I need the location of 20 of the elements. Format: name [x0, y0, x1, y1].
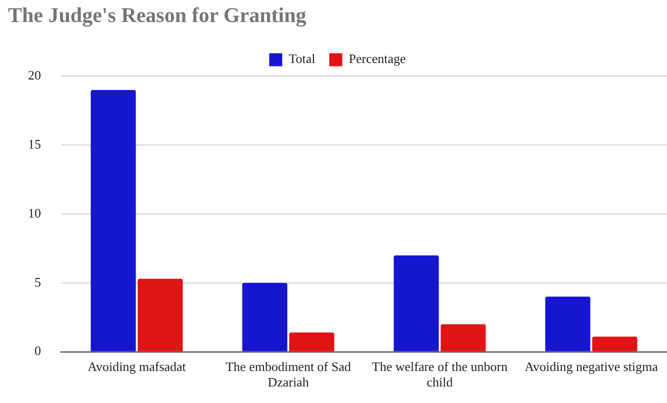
y-tick-label: 15	[28, 136, 41, 152]
y-tick-label: 0	[34, 343, 41, 358]
x-tick-label: Avoiding negative stigma	[524, 359, 658, 374]
bar	[138, 278, 183, 352]
chart-title: The Judge's Reason for Granting	[8, 3, 307, 28]
bar	[545, 296, 590, 352]
bar	[394, 255, 439, 352]
x-tick-label: Avoiding mafsadat	[88, 359, 186, 374]
bar	[440, 324, 486, 352]
bar	[242, 282, 288, 352]
bar	[90, 90, 136, 352]
x-tick-label: The welfare of the unborn child	[372, 359, 508, 390]
x-tick-label: The embodiment of Sad Dzariah	[226, 359, 352, 390]
y-tick-label: 5	[34, 274, 41, 290]
legend-label: Percentage	[348, 51, 406, 66]
legend-label: Total	[288, 51, 316, 66]
y-tick-label: 10	[28, 205, 41, 220]
bar	[289, 332, 334, 352]
bar	[592, 336, 638, 352]
y-tick-label: 20	[28, 68, 41, 83]
